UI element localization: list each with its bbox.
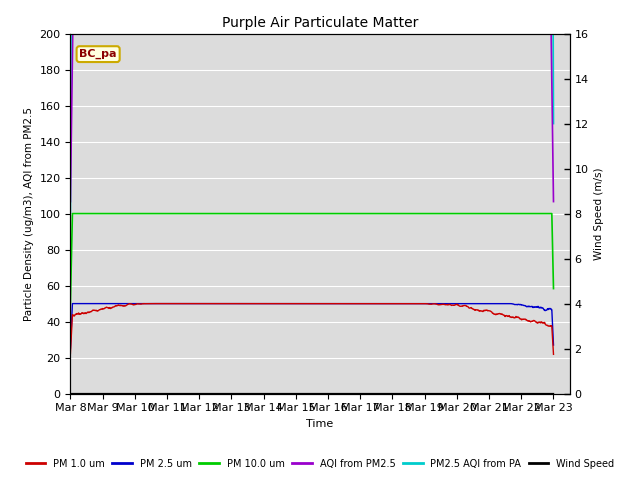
PM 1.0 um bbox=[450, 302, 458, 308]
PM 10.0 um bbox=[550, 286, 557, 291]
PM2.5 AQI from PA bbox=[450, 31, 458, 36]
AQI from PM2.5 bbox=[163, 31, 170, 36]
Wind Speed bbox=[67, 391, 74, 396]
AQI from PM2.5 bbox=[493, 31, 500, 36]
Line: PM 10.0 um: PM 10.0 um bbox=[70, 214, 554, 304]
PM 10.0 um bbox=[493, 211, 500, 216]
PM 1.0 um bbox=[550, 351, 557, 357]
PM 10.0 um bbox=[174, 211, 182, 216]
AQI from PM2.5 bbox=[174, 31, 182, 36]
PM2.5 AQI from PA bbox=[493, 31, 500, 36]
PM 1.0 um bbox=[493, 312, 500, 317]
PM 2.5 um bbox=[163, 300, 170, 307]
Line: PM 2.5 um: PM 2.5 um bbox=[70, 304, 554, 348]
PM2.5 AQI from PA bbox=[550, 120, 557, 126]
Wind Speed bbox=[162, 391, 170, 396]
PM 1.0 um bbox=[174, 300, 182, 307]
Line: PM 1.0 um: PM 1.0 um bbox=[70, 304, 554, 354]
PM 1.0 um bbox=[67, 351, 74, 357]
PM2.5 AQI from PA bbox=[387, 31, 394, 36]
PM 1.0 um bbox=[148, 300, 156, 307]
PM 2.5 um bbox=[387, 300, 394, 307]
Y-axis label: Particle Density (ug/m3), AQI from PM2.5: Particle Density (ug/m3), AQI from PM2.5 bbox=[24, 107, 34, 321]
AQI from PM2.5 bbox=[67, 199, 74, 204]
PM 2.5 um bbox=[450, 300, 458, 307]
PM 1.0 um bbox=[228, 300, 236, 307]
Wind Speed bbox=[450, 391, 458, 396]
Title: Purple Air Particulate Matter: Purple Air Particulate Matter bbox=[222, 16, 418, 30]
Wind Speed bbox=[228, 391, 236, 396]
Wind Speed bbox=[174, 391, 182, 396]
Line: PM2.5 AQI from PA: PM2.5 AQI from PA bbox=[70, 34, 554, 214]
PM 1.0 um bbox=[163, 300, 170, 307]
PM 2.5 um bbox=[550, 342, 557, 348]
PM 2.5 um bbox=[228, 300, 236, 307]
PM 2.5 um bbox=[493, 300, 500, 307]
Wind Speed bbox=[502, 391, 510, 396]
AQI from PM2.5 bbox=[550, 199, 557, 204]
AQI from PM2.5 bbox=[387, 31, 394, 36]
Wind Speed bbox=[387, 391, 394, 396]
PM 10.0 um bbox=[387, 211, 394, 216]
PM 10.0 um bbox=[68, 211, 76, 216]
PM2.5 AQI from PA bbox=[67, 31, 75, 36]
PM 2.5 um bbox=[68, 300, 76, 307]
PM 2.5 um bbox=[174, 300, 182, 307]
Wind Speed bbox=[550, 391, 557, 396]
PM 10.0 um bbox=[450, 211, 458, 216]
PM 10.0 um bbox=[163, 211, 170, 216]
PM 1.0 um bbox=[387, 300, 394, 307]
Y-axis label: Wind Speed (m/s): Wind Speed (m/s) bbox=[594, 168, 604, 260]
PM2.5 AQI from PA bbox=[67, 211, 74, 216]
AQI from PM2.5 bbox=[228, 31, 236, 36]
AQI from PM2.5 bbox=[450, 31, 458, 36]
Text: BC_pa: BC_pa bbox=[79, 49, 117, 59]
PM 10.0 um bbox=[67, 300, 74, 307]
AQI from PM2.5 bbox=[69, 31, 77, 36]
PM2.5 AQI from PA bbox=[163, 31, 170, 36]
PM2.5 AQI from PA bbox=[228, 31, 236, 36]
Legend: PM 1.0 um, PM 2.5 um, PM 10.0 um, AQI from PM2.5, PM2.5 AQI from PA, Wind Speed: PM 1.0 um, PM 2.5 um, PM 10.0 um, AQI fr… bbox=[22, 455, 618, 473]
PM 2.5 um bbox=[67, 346, 74, 351]
PM2.5 AQI from PA bbox=[174, 31, 182, 36]
PM 10.0 um bbox=[228, 211, 236, 216]
Line: AQI from PM2.5: AQI from PM2.5 bbox=[70, 34, 554, 202]
Wind Speed bbox=[492, 391, 500, 396]
X-axis label: Time: Time bbox=[307, 419, 333, 429]
